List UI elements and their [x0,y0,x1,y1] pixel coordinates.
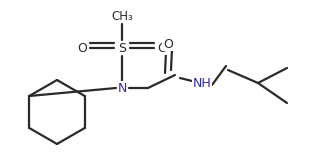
Text: O: O [77,42,87,54]
Text: NH: NH [193,77,211,89]
Text: CH₃: CH₃ [111,9,133,23]
Text: O: O [157,42,167,54]
Text: O: O [163,38,173,50]
Text: N: N [117,82,127,94]
Text: S: S [118,42,126,54]
